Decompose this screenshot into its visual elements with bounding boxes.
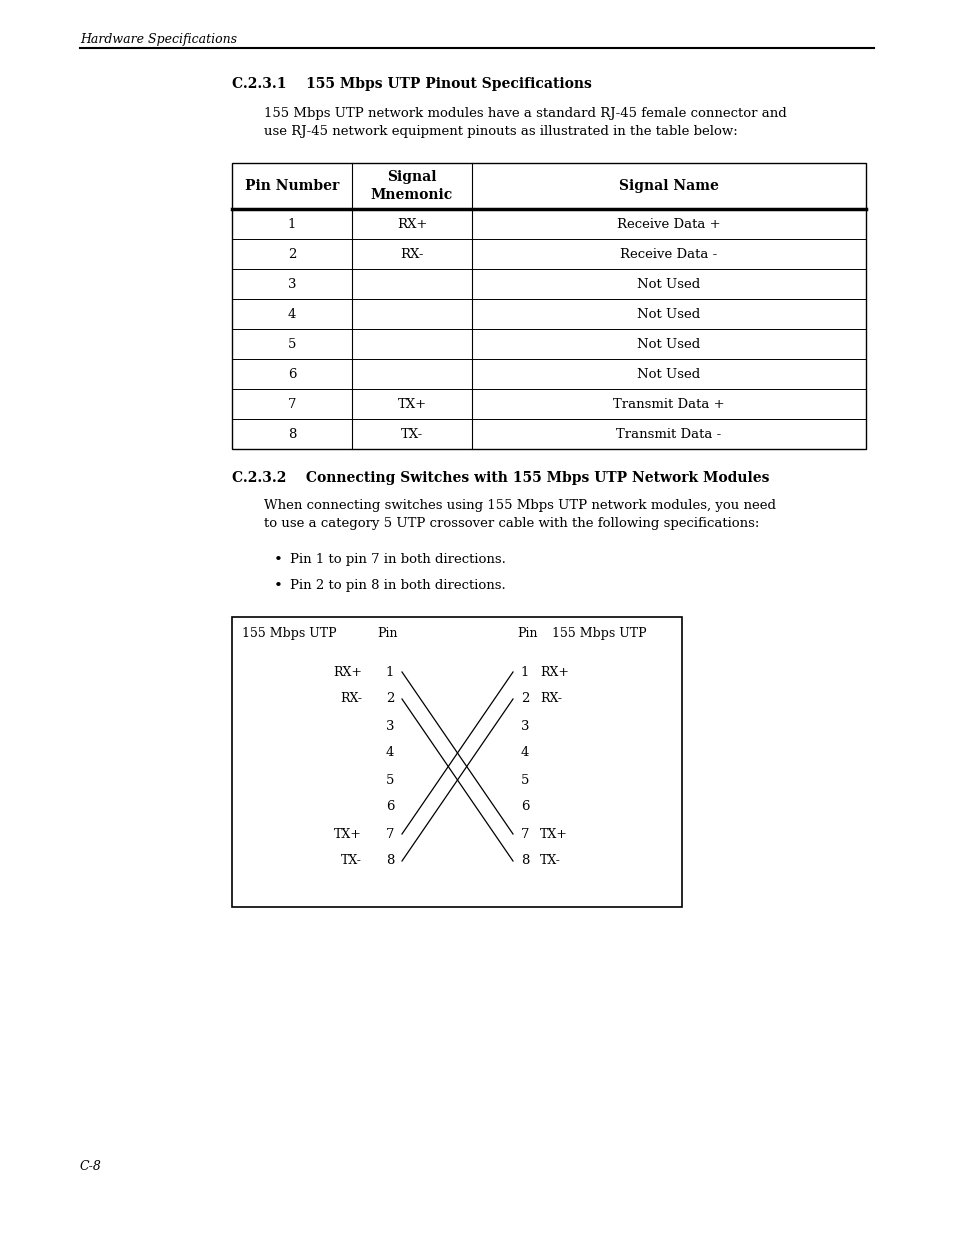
Text: 4: 4 (385, 746, 394, 760)
Text: 7: 7 (288, 398, 296, 410)
Text: RX+: RX+ (539, 666, 568, 678)
Text: Pin 2 to pin 8 in both directions.: Pin 2 to pin 8 in both directions. (290, 579, 505, 592)
Text: TX+: TX+ (334, 827, 361, 841)
Text: RX+: RX+ (396, 217, 427, 231)
Text: Signal Name: Signal Name (618, 179, 719, 193)
Text: 4: 4 (520, 746, 529, 760)
Text: Hardware Specifications: Hardware Specifications (80, 33, 236, 46)
Text: RX-: RX- (539, 693, 561, 705)
Text: Signal
Mnemonic: Signal Mnemonic (371, 170, 453, 201)
Text: Pin 1 to pin 7 in both directions.: Pin 1 to pin 7 in both directions. (290, 553, 505, 566)
Text: Not Used: Not Used (637, 308, 700, 321)
Text: RX-: RX- (339, 693, 361, 705)
Text: 3: 3 (385, 720, 394, 732)
Text: C.2.3.1    155 Mbps UTP Pinout Specifications: C.2.3.1 155 Mbps UTP Pinout Specificatio… (232, 77, 591, 91)
Text: •: • (274, 553, 282, 567)
Text: Receive Data +: Receive Data + (617, 217, 720, 231)
Text: Receive Data -: Receive Data - (619, 247, 717, 261)
Text: 1: 1 (288, 217, 295, 231)
Text: Pin: Pin (517, 627, 537, 640)
Text: 7: 7 (385, 827, 394, 841)
Text: 155 Mbps UTP: 155 Mbps UTP (242, 627, 336, 640)
Text: TX-: TX- (539, 855, 560, 867)
Text: 6: 6 (288, 368, 296, 380)
Text: RX-: RX- (400, 247, 423, 261)
Text: Transmit Data -: Transmit Data - (616, 427, 720, 441)
Text: 8: 8 (385, 855, 394, 867)
Text: 5: 5 (520, 773, 529, 787)
Text: 3: 3 (288, 278, 296, 290)
Text: 2: 2 (520, 693, 529, 705)
Text: 6: 6 (520, 800, 529, 814)
Text: 4: 4 (288, 308, 295, 321)
Text: 2: 2 (288, 247, 295, 261)
Text: When connecting switches using 155 Mbps UTP network modules, you need
to use a c: When connecting switches using 155 Mbps … (264, 499, 775, 530)
Text: 3: 3 (520, 720, 529, 732)
Text: •: • (274, 579, 282, 593)
Text: RX+: RX+ (333, 666, 361, 678)
Text: TX+: TX+ (539, 827, 567, 841)
Text: 2: 2 (385, 693, 394, 705)
Text: 5: 5 (385, 773, 394, 787)
Text: Pin Number: Pin Number (245, 179, 338, 193)
Text: C-8: C-8 (80, 1160, 102, 1173)
Text: 5: 5 (288, 337, 295, 351)
Text: Transmit Data +: Transmit Data + (613, 398, 724, 410)
Bar (232, 618, 681, 906)
Text: 155 Mbps UTP: 155 Mbps UTP (552, 627, 646, 640)
Text: Not Used: Not Used (637, 337, 700, 351)
Text: TX-: TX- (400, 427, 423, 441)
Text: 8: 8 (520, 855, 529, 867)
Text: TX+: TX+ (397, 398, 426, 410)
Text: Not Used: Not Used (637, 368, 700, 380)
Text: Not Used: Not Used (637, 278, 700, 290)
Text: 8: 8 (288, 427, 295, 441)
Text: TX-: TX- (341, 855, 361, 867)
Text: 7: 7 (520, 827, 529, 841)
Text: Pin: Pin (376, 627, 397, 640)
Text: 1: 1 (385, 666, 394, 678)
Text: 6: 6 (385, 800, 394, 814)
Text: 1: 1 (520, 666, 529, 678)
Text: 155 Mbps UTP network modules have a standard RJ-45 female connector and
use RJ-4: 155 Mbps UTP network modules have a stan… (264, 107, 786, 138)
Bar (232, 163, 865, 450)
Text: C.2.3.2    Connecting Switches with 155 Mbps UTP Network Modules: C.2.3.2 Connecting Switches with 155 Mbp… (232, 471, 769, 485)
